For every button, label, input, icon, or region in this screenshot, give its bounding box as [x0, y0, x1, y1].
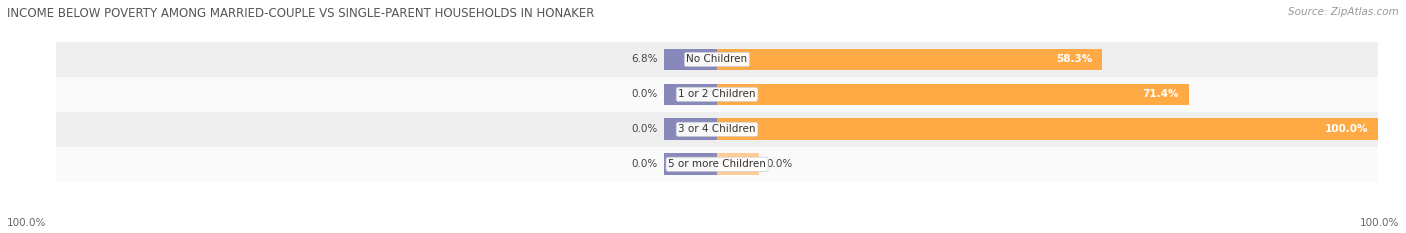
Text: 0.0%: 0.0%: [631, 124, 658, 134]
Text: INCOME BELOW POVERTY AMONG MARRIED-COUPLE VS SINGLE-PARENT HOUSEHOLDS IN HONAKER: INCOME BELOW POVERTY AMONG MARRIED-COUPL…: [7, 7, 595, 20]
Text: 6.8%: 6.8%: [631, 55, 658, 64]
Bar: [664, 49, 717, 70]
Text: 100.0%: 100.0%: [7, 218, 46, 228]
Bar: [717, 49, 1102, 70]
Bar: [56, 147, 1378, 182]
Text: 1 or 2 Children: 1 or 2 Children: [678, 89, 756, 99]
Text: 71.4%: 71.4%: [1143, 89, 1180, 99]
Bar: [717, 83, 1189, 105]
Text: 58.3%: 58.3%: [1056, 55, 1092, 64]
Bar: [664, 83, 717, 105]
Text: 0.0%: 0.0%: [631, 159, 658, 169]
Text: 0.0%: 0.0%: [631, 89, 658, 99]
Text: 100.0%: 100.0%: [1324, 124, 1368, 134]
Bar: [717, 118, 1378, 140]
Bar: [56, 42, 1378, 77]
Bar: [56, 112, 1378, 147]
Text: No Children: No Children: [686, 55, 748, 64]
Bar: [664, 118, 717, 140]
Text: 0.0%: 0.0%: [766, 159, 792, 169]
Bar: [664, 153, 717, 175]
Text: 100.0%: 100.0%: [1360, 218, 1399, 228]
Bar: [717, 153, 759, 175]
Text: 3 or 4 Children: 3 or 4 Children: [678, 124, 756, 134]
Text: Source: ZipAtlas.com: Source: ZipAtlas.com: [1288, 7, 1399, 17]
Text: 5 or more Children: 5 or more Children: [668, 159, 766, 169]
Bar: [56, 77, 1378, 112]
